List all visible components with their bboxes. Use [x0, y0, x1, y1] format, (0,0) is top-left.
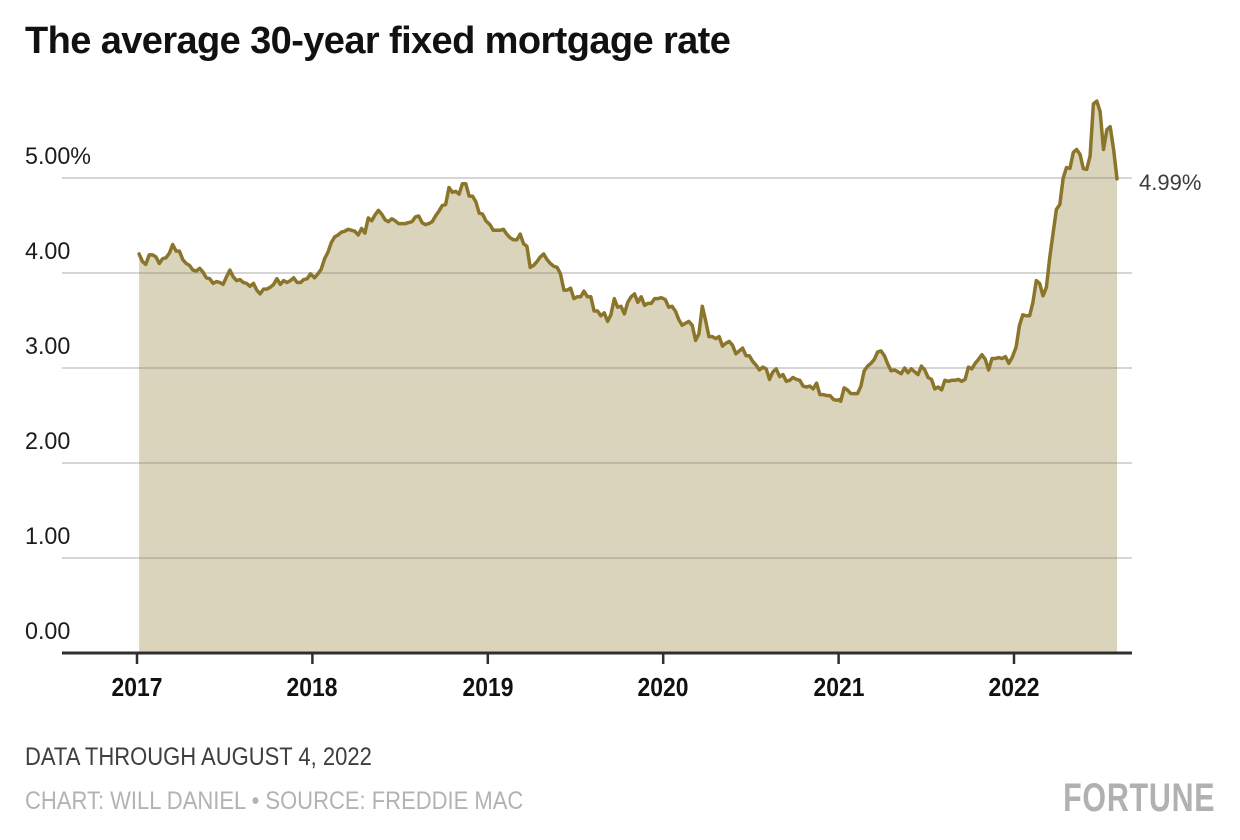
latest-value-label: 4.99%: [1139, 170, 1202, 195]
rate-line: [137, 99, 1119, 404]
y-axis-label: 0.00: [25, 618, 71, 645]
fortune-logo: FORTUNE: [1062, 776, 1215, 820]
x-axis-label: 2019: [462, 672, 514, 702]
data-through-note: DATA THROUGH AUGUST 4, 2022: [25, 743, 372, 771]
area-fill: [139, 101, 1118, 654]
chart-credit: CHART: WILL DANIEL • SOURCE: FREDDIE MAC: [25, 787, 524, 815]
y-axis-label: 5.00%: [25, 143, 92, 170]
x-axis-label: 2020: [637, 672, 689, 702]
x-axis-label: 2017: [111, 672, 163, 702]
x-axis-label: 2018: [286, 672, 338, 702]
x-axis-label: 2022: [988, 672, 1040, 702]
y-axis-label: 4.00: [25, 238, 71, 265]
page-title: The average 30-year fixed mortgage rate: [25, 20, 731, 62]
y-axis-label: 3.00: [25, 333, 71, 360]
x-axis-label: 2021: [813, 672, 865, 702]
y-axis-label: 1.00: [25, 523, 71, 550]
y-axis-label: 2.00: [25, 428, 71, 455]
